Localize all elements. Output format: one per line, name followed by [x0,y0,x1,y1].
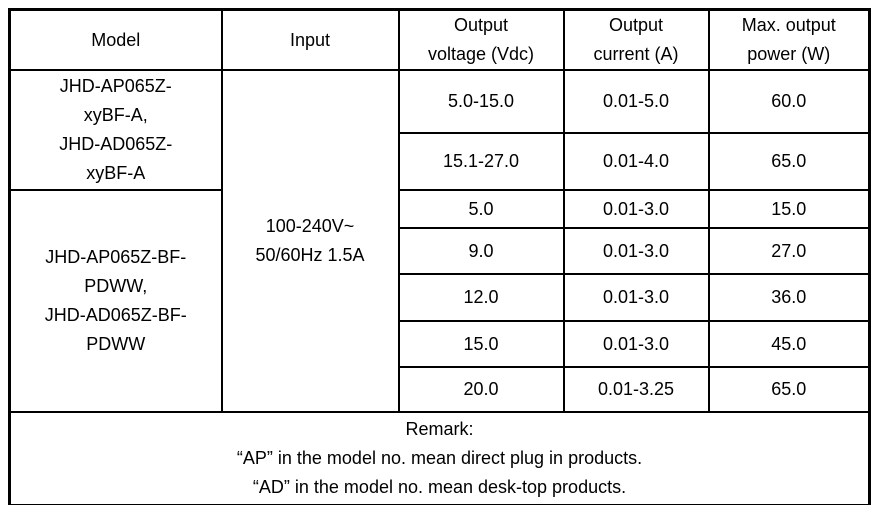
cell-voltage: 9.0 [397,227,565,275]
col-header-current: Output current (A) [562,8,710,71]
cell-power: 15.0 [707,189,871,229]
cell-current: 0.01-3.0 [562,227,710,275]
cell-voltage: 12.0 [397,273,565,322]
input-cell: 100-240V~ 50/60Hz 1.5A [220,69,400,413]
table-row: 20.0 0.01-3.25 65.0 [10,366,871,413]
col-header-model: Model [8,8,223,71]
cell-current: 0.01-3.0 [562,320,710,368]
header-row: Model Input Output voltage (Vdc) Output … [8,8,871,71]
table-row: 12.0 0.01-3.0 36.0 [10,273,871,322]
cell-current: 0.01-3.25 [562,366,710,413]
cell-voltage: 20.0 [397,366,565,413]
remark-title: Remark: [405,418,474,439]
cell-power: 45.0 [707,320,871,368]
cell-power: 36.0 [707,273,871,322]
cell-voltage: 15.1-27.0 [397,132,565,191]
cell-current: 0.01-4.0 [562,132,710,191]
table-row: 15.0 0.01-3.0 45.0 [10,320,871,368]
model-group-2-cell: JHD-AP065Z-BF- PDWW, JHD-AD065Z-BF- PDWW [8,189,223,413]
cell-current: 0.01-3.0 [562,189,710,229]
remark-row: Remark: “AP” in the model no. mean direc… [8,411,871,505]
col-header-input: Input [220,8,400,71]
cell-current: 0.01-5.0 [562,69,710,134]
table-row: JHD-AP065Z-BF- PDWW, JHD-AD065Z-BF- PDWW… [8,189,871,413]
remark-line: “AD” in the model no. mean desk-top prod… [252,476,627,497]
col-header-voltage: Output voltage (Vdc) [397,8,565,71]
cell-power: 65.0 [707,132,871,191]
remark-line: “AP” in the model no. mean direct plug i… [236,447,643,468]
col-header-power: Max. output power (W) [707,8,871,71]
remark-cell: Remark: “AP” in the model no. mean direc… [8,411,871,505]
cell-voltage: 15.0 [397,320,565,368]
cell-power: 65.0 [707,366,871,413]
table-row: 15.1-27.0 0.01-4.0 65.0 [10,132,871,191]
cell-voltage: 5.0-15.0 [397,69,565,134]
spec-table: Model Input Output voltage (Vdc) Output … [8,8,871,505]
cell-current: 0.01-3.0 [562,273,710,322]
cell-power: 60.0 [707,69,871,134]
cell-voltage: 5.0 [397,189,565,229]
table-row: JHD-AP065Z- xyBF-A, JHD-AD065Z- xyBF-A 1… [8,69,871,413]
table-row: 9.0 0.01-3.0 27.0 [10,227,871,275]
cell-power: 27.0 [707,227,871,275]
model-group-1-cell: JHD-AP065Z- xyBF-A, JHD-AD065Z- xyBF-A [8,69,223,191]
